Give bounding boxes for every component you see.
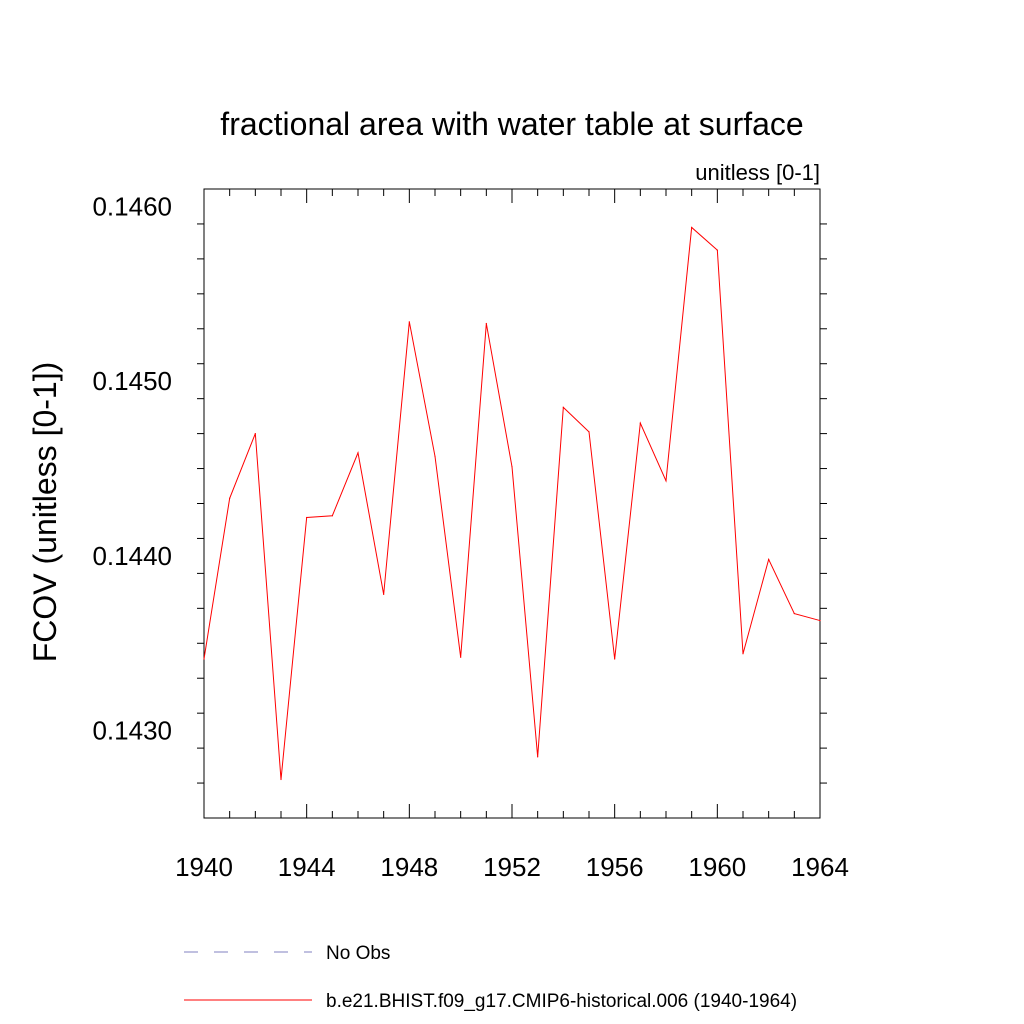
data-point — [537, 756, 539, 758]
data-point — [203, 658, 205, 660]
x-tick-label: 1952 — [483, 852, 541, 882]
y-tick-label: 0.1460 — [92, 191, 172, 221]
data-point — [460, 656, 462, 658]
data-point — [254, 433, 256, 435]
data-point — [562, 406, 564, 409]
data-point — [485, 322, 487, 325]
plot-frame — [203, 188, 821, 819]
x-tick-label: 1944 — [278, 852, 336, 882]
data-point — [357, 452, 359, 454]
data-point — [691, 226, 693, 229]
data-point — [383, 593, 385, 595]
data-point — [511, 466, 513, 468]
data-point — [793, 612, 795, 615]
data-point — [229, 497, 231, 499]
data-point — [819, 619, 821, 622]
axis-ticks: 1940 1944 1948 1952 1956 1960 1964 0.1430 0.1440… — [92, 189, 849, 882]
y-tick-label: 0.1450 — [92, 366, 172, 396]
x-tick-label: 1940 — [175, 852, 233, 882]
y-tick-label: 0.1440 — [92, 541, 172, 571]
data-point — [331, 515, 333, 517]
x-tick-label: 1948 — [380, 852, 438, 882]
legend: No Obs b.e21.BHIST.f09_g17.CMIP6-historic… — [184, 943, 797, 1012]
data-point — [306, 516, 308, 519]
data-point — [434, 455, 436, 457]
y-tick-label: 0.1430 — [92, 716, 172, 746]
data-point — [716, 249, 718, 251]
chart-title: fractional area with water table at surf… — [220, 106, 803, 142]
data-point — [665, 480, 667, 482]
series-line — [203, 226, 821, 780]
series-layer — [203, 226, 821, 781]
chart-subtitle: unitless [0-1] — [695, 160, 820, 185]
data-point — [639, 422, 641, 424]
data-point — [280, 778, 282, 781]
legend-label: b.e21.BHIST.f09_g17.CMIP6-historical.006… — [326, 991, 797, 1012]
data-point — [614, 658, 616, 660]
legend-label: No Obs — [326, 943, 390, 964]
x-tick-label: 1956 — [586, 852, 644, 882]
data-point — [408, 321, 410, 323]
x-tick-label: 1960 — [688, 852, 746, 882]
y-axis-label: FCOV (unitless [0-1]) — [27, 362, 63, 663]
data-point — [742, 653, 744, 655]
x-tick-label: 1964 — [791, 852, 849, 882]
data-point — [588, 431, 590, 433]
data-point — [768, 558, 770, 561]
